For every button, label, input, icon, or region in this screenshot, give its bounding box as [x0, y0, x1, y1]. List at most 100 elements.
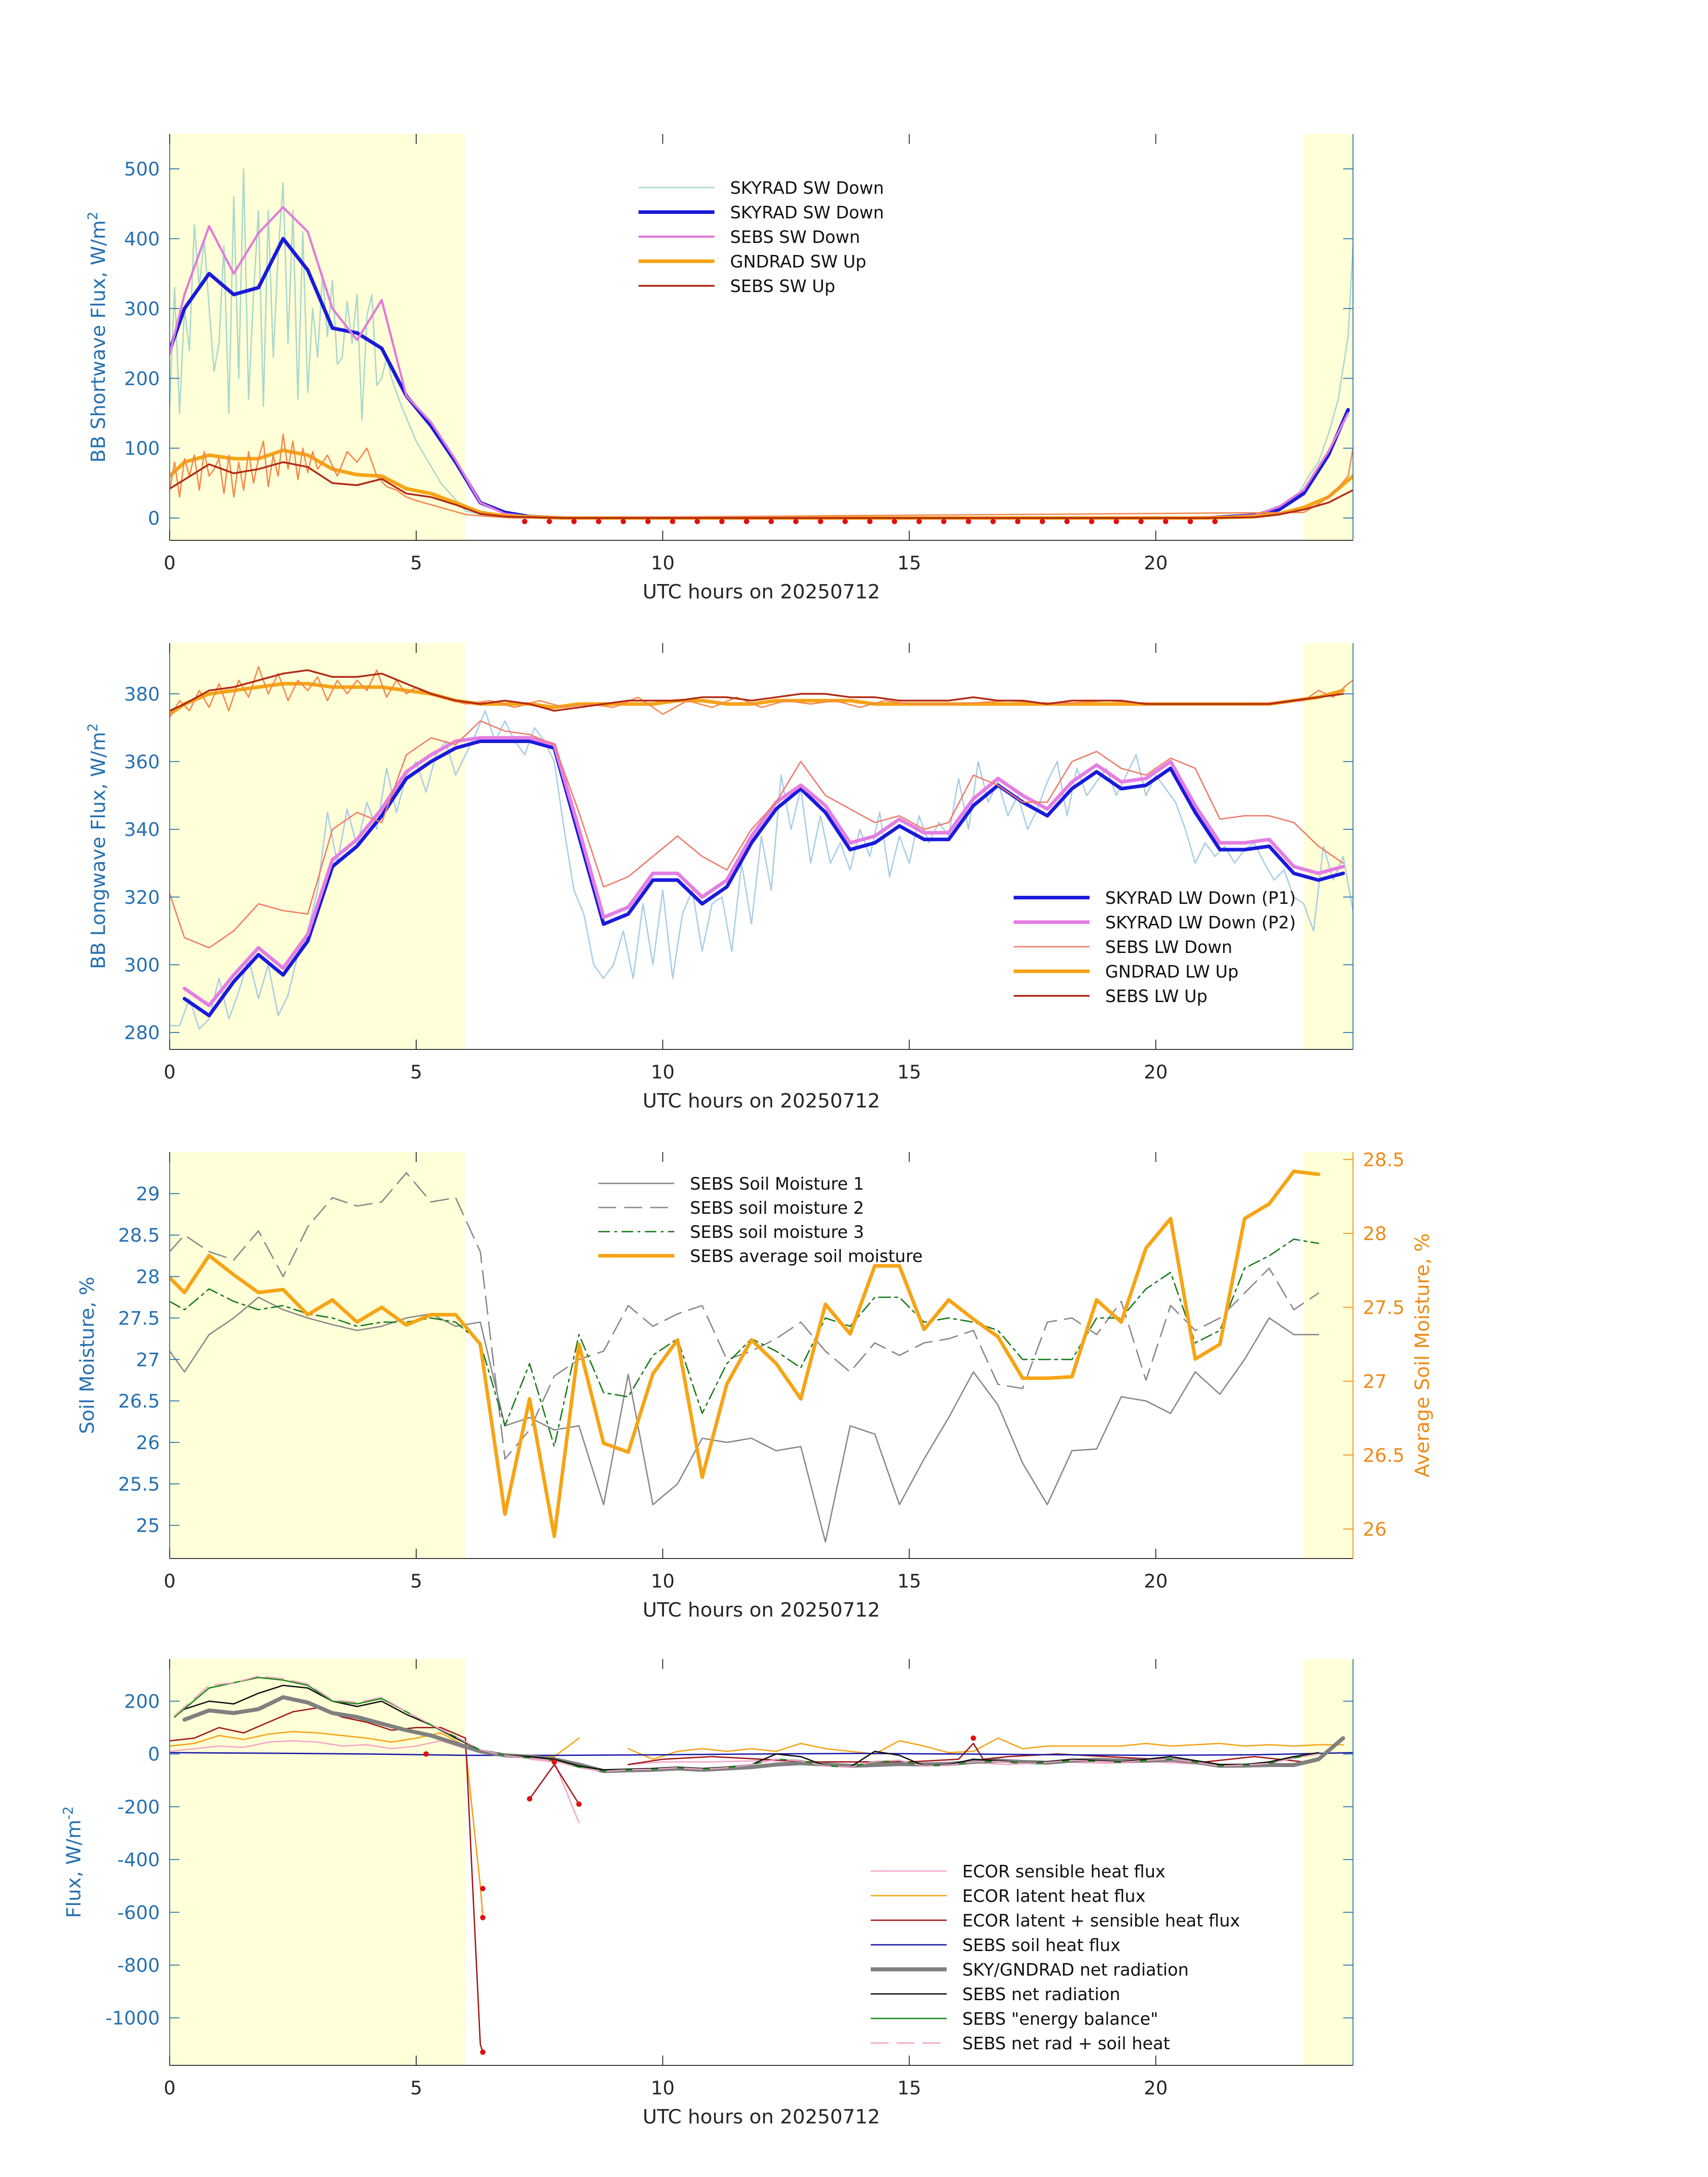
x-tick-label: 0	[164, 1061, 176, 1083]
x-tick-label: 0	[164, 552, 176, 574]
series-line	[170, 1296, 1320, 1543]
missing-data-marker	[645, 518, 651, 524]
y-tick-label: 380	[124, 683, 160, 705]
missing-data-marker	[620, 518, 626, 524]
legend-entry: SEBS Soil Moisture 1	[690, 1174, 864, 1194]
plot-area	[170, 666, 1353, 1030]
series-line	[170, 1170, 1320, 1538]
legend-entry: GNDRAD LW Up	[1105, 962, 1239, 982]
y-right-tick-label: 28.5	[1363, 1149, 1405, 1171]
missing-data-marker	[571, 518, 577, 524]
y-tick-label: 280	[124, 1022, 160, 1044]
x-tick-label: 20	[1144, 552, 1168, 574]
y-tick-label: 27.5	[118, 1307, 160, 1329]
night-shading-0	[170, 1659, 466, 2065]
missing-data-marker	[970, 1735, 976, 1741]
missing-data-marker	[576, 1801, 582, 1807]
x-tick-label: 20	[1144, 2077, 1168, 2099]
night-shading-1	[1303, 643, 1353, 1049]
y-tick-label: 25.5	[118, 1473, 160, 1495]
x-tick-label: 5	[410, 2077, 422, 2099]
legend-entry: SKYRAD SW Down	[730, 203, 884, 222]
missing-data-marker	[1163, 518, 1169, 524]
y-tick-label: 300	[124, 298, 160, 320]
missing-data-marker	[818, 518, 823, 524]
legend-entry: SEBS SW Up	[730, 276, 835, 296]
legend-entry: SEBS LW Down	[1105, 937, 1232, 957]
night-shading-0	[170, 134, 466, 540]
y-tick-label: -400	[117, 1849, 160, 1871]
night-shading-0	[170, 1152, 466, 1559]
missing-data-marker	[965, 518, 971, 524]
series-line	[170, 1238, 1320, 1447]
missing-data-marker	[867, 518, 873, 524]
missing-data-marker	[1089, 518, 1094, 524]
legend-entry: SEBS "energy balance"	[962, 2009, 1158, 2029]
y-tick-label: 0	[148, 1743, 160, 1765]
y-tick-label: 200	[124, 368, 160, 389]
y-tick-label: -200	[117, 1796, 160, 1818]
legend-entry: SKYRAD LW Down (P2)	[1105, 913, 1296, 932]
missing-data-marker	[423, 1751, 429, 1757]
x-tick-label: 15	[898, 552, 921, 574]
missing-data-marker	[551, 1759, 557, 1765]
x-tick-label: 20	[1144, 1570, 1168, 1592]
y-right-tick-label: 27.5	[1363, 1296, 1405, 1318]
x-tick-label: 10	[651, 1061, 674, 1083]
y-tick-label: 27	[136, 1349, 160, 1371]
y-axis-label: Flux, W/m-2	[61, 1806, 86, 1918]
y-tick-label: -800	[117, 1954, 160, 1976]
y-right-tick-label: 28	[1363, 1223, 1386, 1245]
missing-data-marker	[1212, 518, 1218, 524]
plot-area	[170, 168, 1353, 524]
missing-data-marker	[480, 1915, 486, 1921]
legend: ECOR sensible heat flux ECOR latent heat …	[871, 1862, 1240, 2053]
missing-data-marker	[1187, 518, 1193, 524]
y-tick-label: 300	[124, 954, 160, 976]
y-axis-label: BB Longwave Flux, W/m2	[85, 723, 110, 969]
missing-data-marker	[522, 518, 527, 524]
series-line	[170, 461, 1353, 519]
panel-flux: 0 5 10 15 20 UTC hours on 20250712 -1000 -800 -6…	[61, 1659, 1353, 2128]
y-tick-label: 28	[136, 1266, 160, 1288]
legend-entry: SKYRAD LW Down (P1)	[1105, 888, 1296, 908]
legend-entry: SEBS average soil moisture	[690, 1246, 923, 1266]
y-tick-label: 29	[136, 1183, 160, 1205]
x-tick-label: 15	[898, 1061, 921, 1083]
panel-sw: 0 5 10 15 20 UTC hours on 20250712 0 100 200 300 4…	[85, 134, 1353, 603]
y-right-tick-label: 27	[1363, 1371, 1386, 1392]
missing-data-marker	[547, 518, 552, 524]
missing-data-marker	[694, 518, 700, 524]
y-tick-label: 340	[124, 819, 160, 840]
y-tick-label: -600	[117, 1901, 160, 1923]
legend-entry: SEBS soil heat flux	[962, 1935, 1120, 1955]
missing-data-marker	[990, 518, 996, 524]
y-axis-label: BB Shortwave Flux, W/m2	[85, 212, 110, 463]
missing-data-marker	[480, 1886, 486, 1892]
x-tick-label: 0	[164, 1570, 176, 1592]
missing-data-marker	[719, 518, 725, 524]
missing-data-marker	[670, 518, 676, 524]
series-line	[170, 720, 1344, 949]
y-axis-label: Soil Moisture, %	[76, 1277, 99, 1434]
missing-data-marker	[1114, 518, 1119, 524]
x-axis-label: UTC hours on 20250712	[643, 581, 880, 603]
x-axis-label: UTC hours on 20250712	[643, 2106, 880, 2128]
night-shading-0	[170, 643, 466, 1049]
x-tick-label: 5	[410, 1570, 422, 1592]
plot-area	[170, 1675, 1353, 2055]
legend-entry: SEBS net radiation	[962, 1985, 1120, 2004]
y-tick-label: 25	[136, 1515, 160, 1537]
x-tick-label: 0	[164, 2077, 176, 2099]
missing-data-marker	[892, 518, 898, 524]
missing-data-marker	[1064, 518, 1070, 524]
legend-entry: SKYRAD SW Down	[730, 178, 884, 198]
legend-entry: SEBS LW Up	[1105, 986, 1207, 1006]
plot-area	[170, 1170, 1320, 1543]
y-tick-label: 400	[124, 228, 160, 250]
missing-data-marker	[527, 1796, 533, 1802]
y-tick-label: 26	[136, 1432, 160, 1454]
y-tick-label: 100	[124, 438, 160, 460]
legend: SEBS Soil Moisture 1 SEBS soil moisture 2…	[598, 1174, 923, 1266]
